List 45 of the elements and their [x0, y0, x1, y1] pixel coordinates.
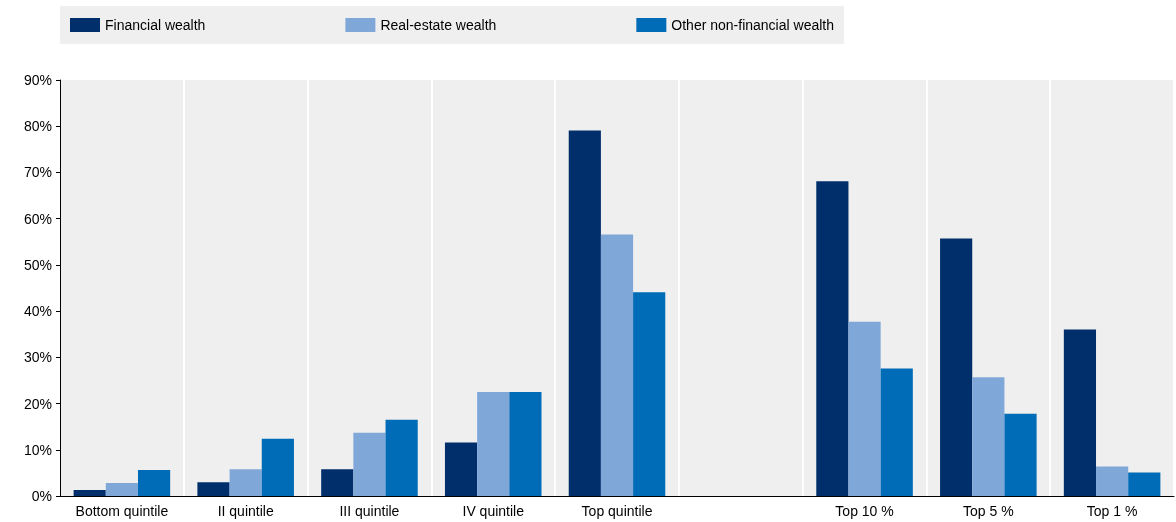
bar: [197, 482, 230, 496]
bar: [477, 392, 510, 496]
x-tick-label: Top 10 %: [835, 503, 894, 519]
bar: [353, 432, 386, 496]
bar: [509, 392, 542, 496]
y-tick-label: 30%: [23, 349, 52, 366]
y-tick-label: 40%: [23, 303, 52, 320]
y-tick-label: 50%: [23, 256, 52, 273]
x-tick-label: Top 5 %: [963, 503, 1014, 519]
bar: [1128, 472, 1161, 496]
bar: [848, 321, 881, 496]
y-tick-label: 10%: [23, 441, 52, 458]
x-tick-label: Top 1 %: [1086, 503, 1138, 519]
bar: [633, 292, 666, 496]
legend-label: Real-estate wealth: [380, 17, 497, 33]
bar: [229, 469, 262, 496]
bar: [385, 419, 418, 496]
bar: [940, 238, 973, 496]
x-tick-label: Bottom quintile: [75, 503, 169, 519]
bar: [568, 130, 601, 496]
bar: [105, 483, 138, 496]
bar: [321, 469, 354, 496]
x-tick-label: III quintile: [339, 503, 400, 519]
y-tick-label: 20%: [23, 395, 52, 412]
bar: [444, 442, 478, 496]
bar: [972, 377, 1005, 496]
bar: [137, 470, 171, 496]
bar: [1096, 466, 1129, 496]
bar: [880, 368, 913, 496]
y-tick-label: 60%: [23, 210, 52, 227]
bar: [1063, 329, 1097, 496]
y-tick-label: 90%: [23, 72, 52, 88]
bar: [261, 438, 294, 496]
y-tick-label: 70%: [23, 164, 52, 181]
y-tick-label: 80%: [23, 118, 52, 135]
legend-label: Other non-financial wealth: [671, 17, 834, 33]
x-tick-label: Top quintile: [581, 503, 653, 519]
bar: [73, 489, 106, 496]
y-tick-label: 0%: [31, 488, 52, 504]
x-tick-label: II quintile: [217, 503, 274, 519]
legend-label: Financial wealth: [105, 17, 206, 33]
bar: [1004, 413, 1037, 496]
bar: [600, 234, 634, 496]
bar: [816, 181, 849, 496]
x-tick-label: IV quintile: [462, 503, 525, 519]
